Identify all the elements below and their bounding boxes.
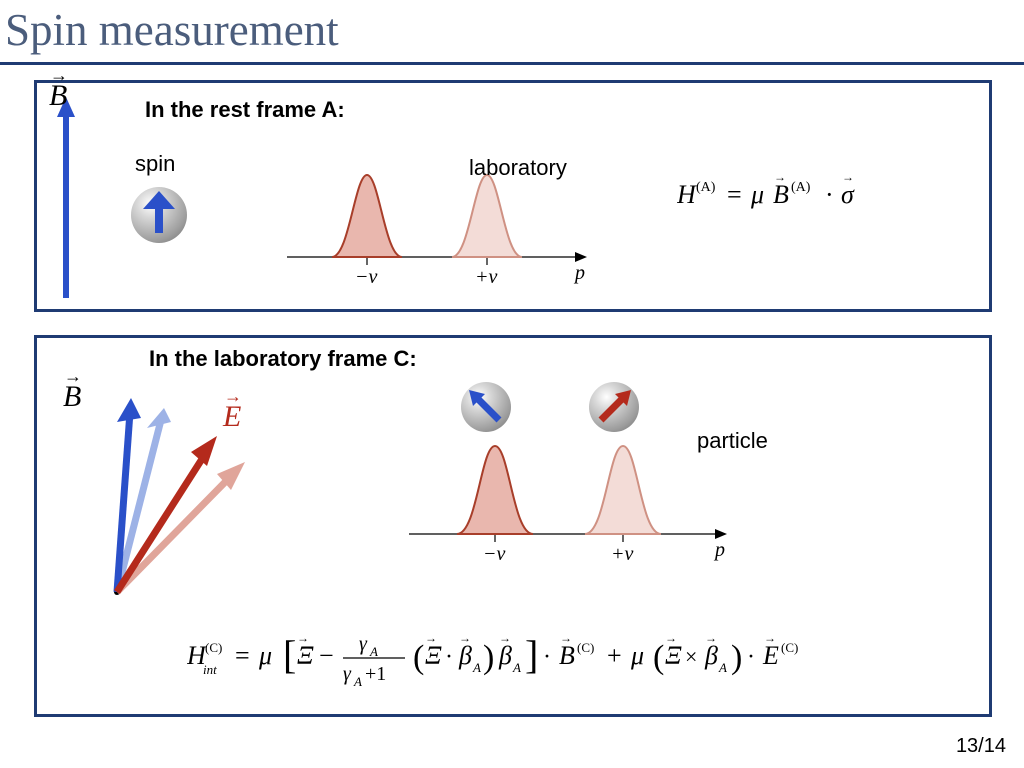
svg-text:→: → (425, 631, 437, 645)
svg-text:→: → (842, 171, 854, 184)
particle-right (589, 382, 639, 432)
svg-text:→: → (560, 631, 572, 645)
frame-c-label: In the laboratory frame C: (149, 346, 417, 372)
svg-text:→: → (459, 631, 471, 645)
slide-title: Spin measurement (5, 4, 339, 56)
svg-text:×: × (685, 644, 697, 669)
svg-text:·: · (825, 180, 834, 209)
svg-text:β: β (458, 641, 472, 670)
svg-text:p: p (713, 539, 725, 561)
svg-text:·: · (543, 644, 551, 670)
svg-text:A: A (369, 644, 378, 659)
field-arrows-fan (87, 382, 307, 602)
svg-text:int: int (203, 662, 217, 677)
svg-text:−v: −v (355, 266, 377, 288)
svg-text:(A): (A) (696, 180, 716, 195)
svg-text:]: ] (525, 632, 538, 677)
svg-text:H: H (677, 180, 697, 209)
svg-text:−: − (319, 641, 334, 670)
axis-p-label: p (573, 262, 585, 284)
svg-text:+v: +v (611, 543, 633, 565)
svg-text:(C): (C) (577, 640, 594, 655)
svg-text:+1: +1 (365, 663, 386, 685)
particle-label: particle (697, 428, 768, 454)
svg-text:A: A (718, 660, 727, 675)
svg-text:→: → (665, 631, 677, 645)
svg-text:β: β (498, 641, 512, 670)
svg-text:μ: μ (258, 641, 272, 670)
svg-text:(A): (A) (791, 180, 811, 195)
svg-text:→: → (764, 631, 776, 645)
laboratory-label: laboratory (469, 155, 567, 181)
svg-text:[: [ (283, 632, 296, 677)
svg-text:Ξ: Ξ (297, 641, 314, 670)
svg-text:β: β (704, 641, 718, 670)
svg-text:Ξ: Ξ (425, 641, 442, 670)
svg-text:→: → (705, 631, 717, 645)
svg-text:+v: +v (475, 266, 497, 288)
hamiltonian-c-formula: H (C) int = μ [ Ξ → − γ A γ A +1 ( Ξ → ·… (187, 618, 987, 698)
svg-text:A: A (353, 674, 362, 689)
svg-text:μ: μ (750, 180, 764, 209)
spin-particle (131, 187, 187, 243)
svg-text:Ξ: Ξ (665, 641, 682, 670)
svg-text:B: B (559, 641, 575, 670)
svg-text:(: ( (653, 639, 664, 676)
svg-text:(C): (C) (205, 640, 222, 655)
svg-text:E: E (762, 641, 779, 670)
svg-text:→: → (297, 631, 309, 645)
svg-text:): ) (483, 639, 494, 676)
svg-text:→: → (774, 171, 786, 184)
svg-text:·: · (747, 644, 755, 670)
svg-text:μ: μ (630, 641, 644, 670)
svg-text:γ: γ (343, 663, 352, 685)
b-vec-label: B→ (49, 79, 67, 113)
spin-label: spin (135, 151, 175, 177)
svg-text:−v: −v (483, 543, 505, 565)
particle-left (461, 382, 511, 432)
svg-text:=: = (727, 180, 742, 209)
b-vec-label-c: B→ (63, 380, 81, 414)
svg-text:A: A (472, 660, 481, 675)
momentum-plot-c: −v +v p (399, 424, 739, 574)
svg-text:): ) (731, 639, 742, 676)
panel-rest-frame: B→ In the rest frame A: spin −v +v p lab… (34, 80, 992, 312)
svg-text:σ: σ (841, 180, 855, 209)
title-underline (0, 62, 1024, 65)
svg-text:B: B (773, 180, 789, 209)
page-number: 13/14 (956, 735, 1006, 758)
svg-text:(C): (C) (781, 640, 798, 655)
svg-text:γ: γ (359, 633, 368, 655)
svg-text:+: + (607, 641, 622, 670)
b-field-arrow (51, 93, 81, 303)
svg-text:=: = (235, 641, 250, 670)
svg-text:·: · (445, 644, 453, 670)
svg-text:→: → (499, 631, 511, 645)
panel-lab-frame: In the laboratory frame C: B→ E→ −v +v p (34, 335, 992, 717)
hamiltonian-a-formula: H (A) = μ B → (A) · σ → (677, 171, 977, 221)
svg-text:A: A (512, 660, 521, 675)
frame-a-label: In the rest frame A: (145, 97, 345, 123)
svg-text:(: ( (413, 639, 424, 676)
